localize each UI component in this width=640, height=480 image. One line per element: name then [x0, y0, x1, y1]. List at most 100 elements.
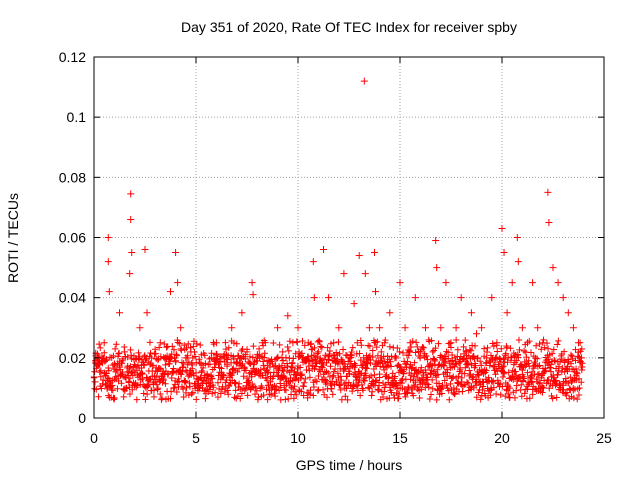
data-point: [197, 360, 205, 368]
noise-point: [330, 368, 338, 375]
data-point: [269, 360, 276, 368]
data-point: [447, 339, 455, 347]
noise-point: [277, 380, 284, 387]
noise-point: [314, 350, 321, 357]
noise-point: [395, 395, 402, 402]
noise-point: [336, 382, 343, 389]
noise-point: [346, 358, 354, 365]
data-point: [131, 369, 139, 377]
noise-point: [260, 391, 267, 399]
y-tick-label: 0.1: [67, 109, 87, 125]
noise-point: [151, 346, 159, 353]
noise-point: [501, 355, 508, 363]
noise-point: [222, 339, 229, 346]
noise-point: [503, 344, 511, 351]
noise-point: [316, 338, 323, 345]
noise-point: [109, 387, 117, 394]
data-point: [575, 339, 582, 347]
data-point: [192, 369, 200, 377]
noise-point: [474, 354, 482, 362]
noise-point: [250, 342, 257, 350]
noise-point: [323, 378, 331, 386]
noise-point: [312, 363, 319, 370]
data-point: [100, 339, 108, 347]
noise-point: [275, 363, 283, 370]
data-point: [371, 249, 378, 257]
data-point: [361, 270, 369, 278]
noise-point: [161, 340, 168, 348]
noise-point: [374, 338, 381, 345]
noise-point: [482, 360, 490, 367]
noise-point: [222, 345, 230, 353]
data-point: [569, 324, 577, 332]
noise-point: [553, 394, 560, 401]
noise-point: [97, 344, 104, 352]
noise-point: [470, 352, 477, 360]
noise-point: [368, 392, 375, 399]
noise-point: [303, 366, 310, 374]
data-point: [442, 279, 450, 287]
noise-point: [154, 386, 161, 393]
noise-point: [338, 396, 346, 403]
noise-point: [486, 362, 494, 369]
noise-point: [267, 378, 274, 386]
data-point: [233, 360, 241, 368]
noise-point: [438, 354, 446, 361]
data-point: [514, 258, 522, 266]
noise-point: [185, 340, 192, 348]
noise-point: [418, 364, 425, 371]
noise-point: [518, 381, 525, 389]
noise-point: [419, 343, 426, 351]
noise-point: [263, 377, 271, 384]
noise-point: [408, 365, 415, 372]
noise-point: [239, 360, 246, 368]
data-point: [284, 312, 292, 320]
noise-point: [98, 385, 105, 392]
noise-point: [467, 347, 475, 354]
noise-point: [540, 336, 547, 344]
noise-point: [379, 379, 387, 387]
noise-point: [170, 365, 177, 372]
data-point: [151, 378, 159, 386]
noise-point: [154, 356, 162, 364]
noise-point: [324, 344, 331, 351]
noise-point: [527, 373, 534, 381]
noise-point: [319, 386, 327, 394]
data-point: [518, 324, 526, 332]
noise-point: [323, 368, 330, 375]
noise-point: [101, 349, 108, 356]
data-point: [223, 354, 231, 362]
noise-point: [298, 372, 305, 379]
noise-point: [264, 396, 271, 403]
noise-point: [95, 393, 102, 400]
noise-point: [366, 352, 374, 359]
noise-point: [290, 395, 298, 402]
data-point: [202, 378, 210, 386]
noise-point: [483, 348, 491, 356]
noise-point: [148, 354, 155, 362]
noise-point: [443, 382, 450, 389]
noise-point: [404, 358, 411, 365]
noise-point: [547, 361, 555, 368]
noise-point: [526, 395, 534, 402]
noise-point: [494, 348, 501, 355]
noise-point: [324, 356, 332, 363]
data-point: [121, 348, 129, 356]
noise-point: [140, 361, 147, 368]
noise-point: [162, 361, 169, 369]
noise-point: [238, 390, 246, 397]
noise-point: [463, 379, 471, 386]
noise-point: [231, 394, 238, 401]
noise-point: [574, 385, 582, 393]
data-point: [422, 324, 429, 332]
data-point: [396, 279, 404, 287]
noise-point: [155, 344, 163, 351]
data-point: [156, 339, 164, 347]
noise-point: [412, 339, 420, 346]
noise-point: [369, 347, 376, 354]
data-point: [104, 234, 112, 241]
noise-point: [224, 387, 231, 394]
noise-point: [425, 384, 432, 391]
noise-point: [460, 343, 467, 351]
noise-point: [444, 349, 452, 356]
